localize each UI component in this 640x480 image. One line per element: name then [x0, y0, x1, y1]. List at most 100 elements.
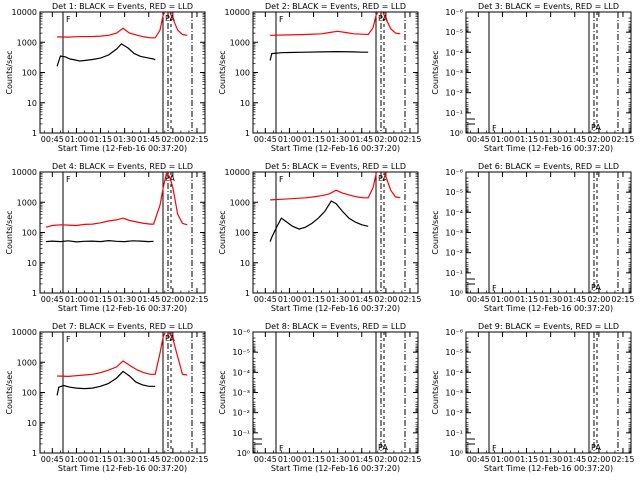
x-tick-label: 01:00 — [278, 135, 301, 144]
x-tick-label: 02:00 — [587, 455, 610, 464]
plot-frame — [252, 11, 419, 134]
pa-annotation: PA — [591, 123, 601, 132]
x-tick-label: 01:15 — [89, 455, 112, 464]
y-tick-label: 10⁻⁵ — [232, 348, 250, 357]
y-tick-label: 10⁻¹ — [445, 109, 463, 118]
y-tick-label: 1000 — [230, 38, 250, 47]
y-tick-label: 10⁻³ — [232, 389, 250, 398]
series-line-lld — [45, 172, 188, 228]
series-line-events — [269, 200, 369, 242]
y-tick-label: 10⁻⁵ — [445, 28, 463, 37]
y-axis-label: Counts/sec — [218, 50, 227, 94]
y-tick-label: 1 — [32, 289, 37, 298]
y-tick-label: 100 — [22, 229, 37, 238]
x-tick-label: 01:00 — [491, 295, 514, 304]
series-line-events — [269, 50, 369, 61]
x-axis-label: Start Time (12-Feb-16 00:37:20) — [58, 304, 187, 313]
y-tick-label: 10⁻² — [445, 409, 463, 418]
x-tick-label: 01:30 — [113, 455, 136, 464]
x-tick-label: 01:45 — [563, 135, 586, 144]
series-line-lld — [270, 12, 401, 36]
edge-bracket — [467, 118, 475, 125]
y-tick-label: 10⁰ — [237, 449, 250, 458]
chart-title: Det 3: BLACK = Events, RED = LLD — [478, 2, 619, 11]
x-axis-label: Start Time (12-Feb-16 00:37:20) — [271, 464, 400, 473]
y-tick-label: 1000 — [17, 38, 37, 47]
flag-annotation: F — [279, 15, 284, 24]
plot-frame — [39, 171, 206, 294]
y-tick-label: 100 — [235, 69, 250, 78]
x-tick-label: 00:45 — [467, 295, 490, 304]
pa-annotation: PA — [378, 443, 388, 452]
x-tick-label: 01:30 — [326, 135, 349, 144]
edge-bracket — [467, 438, 475, 445]
y-tick-label: 1000 — [17, 358, 37, 367]
x-tick-label: 02:15 — [398, 295, 421, 304]
y-tick-label: 10000 — [12, 8, 37, 17]
panel-det-9: Det 9: BLACK = Events, RED = LLD 10⁰ 10⁻¹ 1… — [431, 322, 634, 473]
y-axis-label: Counts/sec — [431, 370, 440, 414]
x-tick-label: 01:15 — [515, 455, 538, 464]
pa-annotation: PA — [591, 443, 601, 452]
pa-annotation: PA — [378, 14, 388, 23]
x-tick-label: 00:45 — [41, 455, 64, 464]
chart-title: Det 6: BLACK = Events, RED = LLD — [478, 162, 619, 171]
x-tick-label: 01:15 — [515, 295, 538, 304]
x-axis-label: Start Time (12-Feb-16 00:37:20) — [58, 144, 187, 153]
panel-det-3: Det 3: BLACK = Events, RED = LLD 10⁰ 10⁻¹ 1… — [431, 2, 634, 153]
x-tick-label: 01:15 — [302, 135, 325, 144]
panel-det-8: Det 8: BLACK = Events, RED = LLD 10⁰ 10⁻¹ 1… — [218, 322, 421, 473]
series-line-lld — [57, 12, 188, 39]
x-tick-label: 00:45 — [254, 135, 277, 144]
x-tick-label: 01:30 — [113, 295, 136, 304]
y-axis-label: Counts/sec — [5, 370, 14, 414]
y-axis-label: Counts/sec — [5, 50, 14, 94]
x-tick-label: 01:45 — [137, 295, 160, 304]
panel-det-5: Det 5: BLACK = Events, RED = LLD 1 10 100 10… — [218, 162, 421, 313]
y-tick-label: 100 — [235, 229, 250, 238]
panel-det-2: Det 2: BLACK = Events, RED = LLD 1 10 100 10… — [218, 2, 421, 153]
x-axis-label: Start Time (12-Feb-16 00:37:20) — [484, 304, 613, 313]
x-tick-label: 02:00 — [374, 295, 397, 304]
x-tick-label: 01:00 — [65, 455, 88, 464]
y-tick-label: 10⁰ — [450, 289, 463, 298]
panel-det-4: Det 4: BLACK = Events, RED = LLD 1 10 100 10… — [5, 162, 208, 313]
x-tick-label: 02:00 — [587, 295, 610, 304]
x-tick-label: 01:15 — [302, 295, 325, 304]
chart-title: Det 2: BLACK = Events, RED = LLD — [265, 2, 406, 11]
chart-title: Det 4: BLACK = Events, RED = LLD — [52, 162, 193, 171]
y-tick-label: 10000 — [12, 328, 37, 337]
x-tick-label: 00:45 — [41, 295, 64, 304]
y-tick-label: 10⁻⁴ — [232, 368, 250, 377]
x-tick-label: 01:15 — [89, 295, 112, 304]
y-tick-label: 10⁻⁶ — [232, 328, 250, 337]
y-axis-label: Counts/sec — [431, 50, 440, 94]
x-tick-label: 01:30 — [113, 135, 136, 144]
y-tick-label: 10000 — [225, 8, 250, 17]
y-tick-label: 10⁻⁶ — [445, 168, 463, 177]
series-line-lld — [270, 172, 401, 201]
y-tick-label: 10⁻⁴ — [445, 208, 463, 217]
y-tick-label: 10 — [27, 259, 37, 268]
x-tick-label: 01:00 — [491, 135, 514, 144]
pa-annotation: PA — [591, 283, 601, 292]
plot-frame — [39, 331, 206, 454]
pa-annotation: PA — [165, 14, 175, 23]
y-tick-label: 1000 — [17, 198, 37, 207]
y-tick-label: 10000 — [12, 168, 37, 177]
plot-frame — [252, 331, 419, 454]
x-tick-label: 00:45 — [254, 295, 277, 304]
x-tick-label: 02:15 — [185, 135, 208, 144]
x-tick-label: 02:00 — [161, 295, 184, 304]
x-tick-label: 01:45 — [563, 295, 586, 304]
flag-annotation: F — [279, 175, 284, 184]
x-tick-label: 02:00 — [161, 135, 184, 144]
x-tick-label: 01:30 — [326, 455, 349, 464]
x-tick-label: 01:00 — [278, 295, 301, 304]
x-tick-label: 01:15 — [302, 455, 325, 464]
plot-frame — [465, 11, 632, 134]
x-axis-label: Start Time (12-Feb-16 00:37:20) — [58, 464, 187, 473]
y-tick-label: 10 — [240, 99, 250, 108]
y-tick-label: 10⁻⁶ — [445, 8, 463, 17]
